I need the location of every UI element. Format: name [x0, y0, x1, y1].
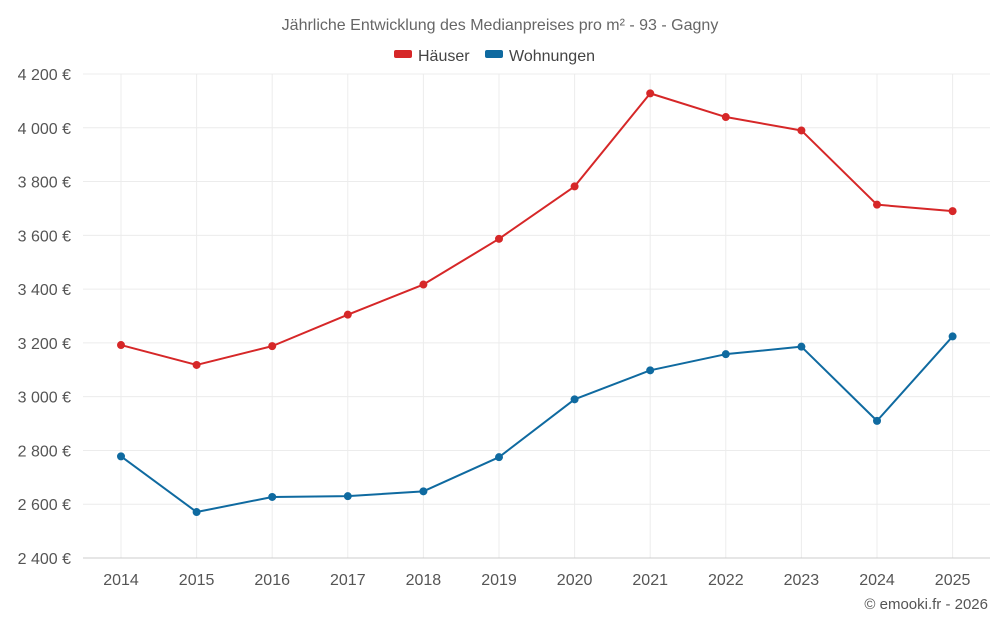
y-tick-label: 2 400 € — [18, 551, 71, 568]
y-tick-label: 2 600 € — [18, 497, 71, 514]
legend-swatch-haeuser — [394, 50, 412, 58]
data-point-0-4 — [419, 280, 428, 289]
data-point-1-2 — [268, 492, 277, 501]
data-point-1-8 — [721, 350, 730, 359]
y-tick-label: 3 400 € — [18, 282, 71, 299]
y-tick-label: 3 200 € — [18, 336, 71, 353]
data-point-1-7 — [646, 366, 655, 375]
x-tick-label: 2023 — [784, 572, 820, 589]
data-point-0-8 — [721, 113, 730, 122]
data-point-1-3 — [343, 492, 352, 501]
data-point-0-10 — [873, 200, 881, 209]
data-point-0-7 — [646, 89, 655, 98]
y-tick-label: 3 000 € — [18, 390, 71, 407]
x-tick-label: 2024 — [859, 572, 895, 589]
data-point-0-1 — [192, 360, 201, 369]
y-tick-label: 4 000 € — [18, 121, 71, 138]
data-point-0-0 — [117, 341, 125, 350]
data-point-1-11 — [948, 332, 957, 341]
data-point-1-6 — [570, 395, 579, 404]
data-point-1-10 — [873, 416, 881, 425]
legend-swatch-wohnungen — [485, 50, 503, 58]
data-point-1-1 — [192, 508, 201, 517]
data-point-1-5 — [495, 453, 503, 462]
data-point-0-11 — [948, 207, 957, 216]
data-point-1-4 — [419, 487, 428, 496]
x-tick-label: 2019 — [481, 572, 517, 589]
data-point-0-2 — [268, 342, 277, 351]
chart-title: Jährliche Entwicklung des Medianpreises … — [282, 17, 719, 34]
series-line-1 — [120, 335, 954, 514]
x-tick-label: 2020 — [557, 572, 593, 589]
y-tick-label: 3 800 € — [18, 175, 71, 192]
data-point-0-9 — [797, 126, 806, 135]
legend-label-wohnungen: Wohnungen — [509, 48, 595, 65]
y-tick-label: 2 800 € — [18, 443, 71, 460]
data-point-0-5 — [495, 234, 503, 243]
x-tick-label: 2015 — [179, 572, 215, 589]
y-tick-label: 4 200 € — [18, 67, 71, 84]
chart-legend: Häuser Wohnungen — [394, 48, 595, 65]
x-tick-label: 2014 — [103, 572, 139, 589]
x-tick-label: 2018 — [406, 572, 442, 589]
data-point-0-3 — [343, 310, 352, 319]
series-line-0 — [120, 92, 953, 366]
data-point-1-0 — [117, 452, 125, 461]
x-tick-label: 2025 — [935, 572, 971, 589]
x-tick-label: 2022 — [708, 572, 744, 589]
data-point-0-6 — [570, 182, 579, 191]
data-point-1-9 — [797, 342, 806, 351]
x-tick-label: 2021 — [632, 572, 668, 589]
chart-credit: © emooki.fr - 2026 — [864, 596, 988, 613]
grid-lines — [83, 73, 990, 558]
x-tick-label: 2016 — [254, 572, 290, 589]
y-axis-ticks: 2 400 € 2 600 € 2 800 € 3 000 € 3 200 € 3 400… — [18, 67, 71, 568]
chart-series — [117, 89, 957, 517]
legend-label-haeuser: Häuser — [418, 48, 470, 65]
y-tick-label: 3 600 € — [18, 228, 71, 245]
x-tick-label: 2017 — [330, 572, 366, 589]
x-axis-ticks: 2014 2015 2016 2017 2018 2019 2020 2021 2022 2023… — [103, 572, 970, 589]
